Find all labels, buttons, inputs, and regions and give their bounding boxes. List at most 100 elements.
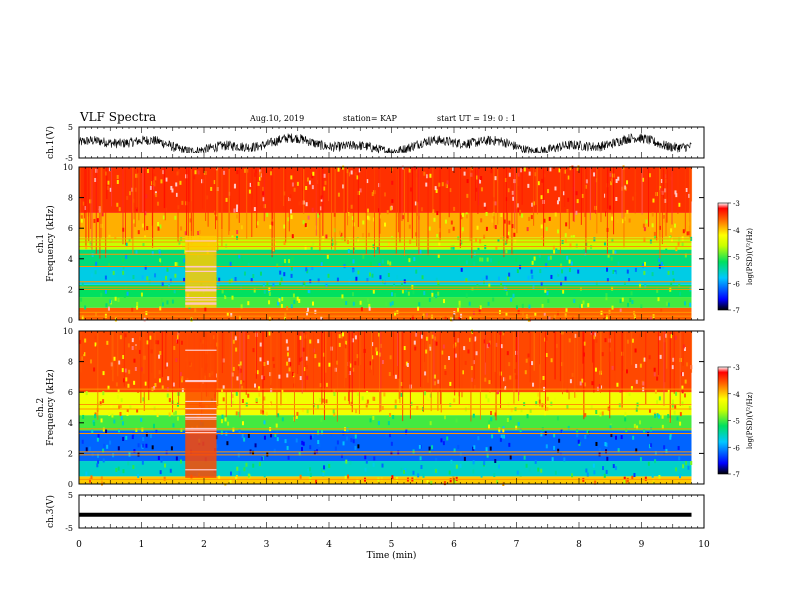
spectral-cell <box>560 263 563 268</box>
spectral-cell <box>540 235 543 240</box>
spectral-cell <box>622 219 625 224</box>
spectral-cell <box>678 283 681 288</box>
spectral-cell <box>156 201 159 206</box>
spectral-cell <box>533 256 536 261</box>
spectral-cell <box>317 278 320 283</box>
spectral-cell <box>504 178 507 183</box>
spectral-cell <box>635 379 638 384</box>
spectral-cell <box>141 275 144 280</box>
spectral-cell <box>381 405 384 410</box>
sferic-streak <box>221 331 223 374</box>
spectral-cell <box>480 473 483 478</box>
spectral-cell <box>166 267 169 272</box>
spectral-cell <box>241 433 244 438</box>
spectral-cell <box>547 298 550 303</box>
spectral-cell <box>427 397 430 402</box>
spectral-cell <box>671 399 674 404</box>
spectral-cell <box>494 201 497 206</box>
sferic-streak <box>335 331 337 376</box>
spectral-cell <box>550 401 553 406</box>
spectral-cell <box>679 421 682 426</box>
spectral-cell <box>685 461 688 466</box>
spectral-cell <box>527 183 530 188</box>
spectral-cell <box>133 448 136 453</box>
spectral-cell <box>502 426 505 431</box>
spectral-cell <box>181 378 184 383</box>
spectral-cell <box>630 291 633 296</box>
spectral-cell <box>517 208 520 213</box>
spectral-cell <box>508 220 511 225</box>
spectral-cell <box>494 176 497 181</box>
sferic-streak <box>580 167 582 225</box>
spectral-cell <box>366 215 369 220</box>
spectral-cell <box>183 258 186 263</box>
spectral-cell <box>529 408 532 413</box>
spectral-cell <box>246 168 249 173</box>
spectral-cell <box>325 399 328 404</box>
spectral-cell <box>272 247 275 252</box>
spectral-cell <box>173 412 176 417</box>
x-tick-label: 6 <box>451 540 457 550</box>
sferic-streak <box>321 331 323 405</box>
spectral-cell <box>176 416 179 421</box>
ch1-spectrogram <box>79 165 693 322</box>
spectral-cell <box>497 276 500 281</box>
spectral-cell <box>410 187 413 192</box>
spectral-cell <box>450 220 453 225</box>
spectral-cell <box>645 219 648 224</box>
spectral-cell <box>669 433 672 438</box>
spectral-cell <box>131 346 134 351</box>
spectral-cell <box>247 393 250 398</box>
spectral-cell <box>122 469 125 474</box>
spectral-cell <box>448 229 451 234</box>
spectral-cell <box>110 238 113 243</box>
spectral-cell <box>480 176 483 181</box>
spectral-cell <box>656 288 659 293</box>
spectral-cell <box>159 306 162 311</box>
spectral-cell <box>605 296 608 301</box>
spectral-cell <box>480 218 483 223</box>
colorbar-tick-label: -3 <box>733 200 740 208</box>
spectral-cell <box>81 412 84 417</box>
spectral-band <box>79 415 692 431</box>
y-axis-label-channel: ch.1 <box>36 234 46 253</box>
spectral-cell <box>142 437 145 442</box>
spectral-cell <box>648 408 651 413</box>
spectral-cell <box>575 191 578 196</box>
spectral-cell <box>286 445 289 450</box>
spectral-cell <box>292 293 295 298</box>
spectral-cell <box>270 401 273 406</box>
spectral-cell <box>433 374 436 379</box>
sferic-streak <box>251 167 253 238</box>
spectral-cell <box>328 362 331 367</box>
spectral-cell <box>677 241 680 246</box>
spectral-cell <box>158 354 161 359</box>
spectral-cell <box>633 473 636 478</box>
spectral-cell <box>383 278 386 283</box>
spectral-cell <box>102 399 105 404</box>
spectral-cell <box>419 456 422 461</box>
spectral-cell <box>81 315 84 320</box>
spectral-cell <box>511 251 514 256</box>
spectral-cell <box>248 189 251 194</box>
spectral-cell <box>357 270 360 275</box>
spectral-cell <box>415 332 418 337</box>
spectral-cell <box>661 424 664 429</box>
spectral-cell <box>639 457 642 462</box>
spectral-cell <box>466 179 469 184</box>
spectral-cell <box>113 419 116 424</box>
spectral-cell <box>462 370 465 375</box>
sferic-streak <box>621 331 623 408</box>
spectral-cell <box>127 343 130 348</box>
spectral-cell <box>602 466 605 471</box>
spectral-cell <box>541 403 544 408</box>
sferic-streak <box>83 167 85 219</box>
spectral-cell <box>604 442 607 447</box>
spectral-cell <box>406 362 409 367</box>
spectral-cell <box>525 463 528 468</box>
colorbar-tick-label: -4 <box>733 227 740 235</box>
spectral-cell <box>119 411 122 416</box>
spectral-cell <box>605 315 608 320</box>
spectral-cell <box>96 463 99 468</box>
spectral-cell <box>259 342 262 347</box>
